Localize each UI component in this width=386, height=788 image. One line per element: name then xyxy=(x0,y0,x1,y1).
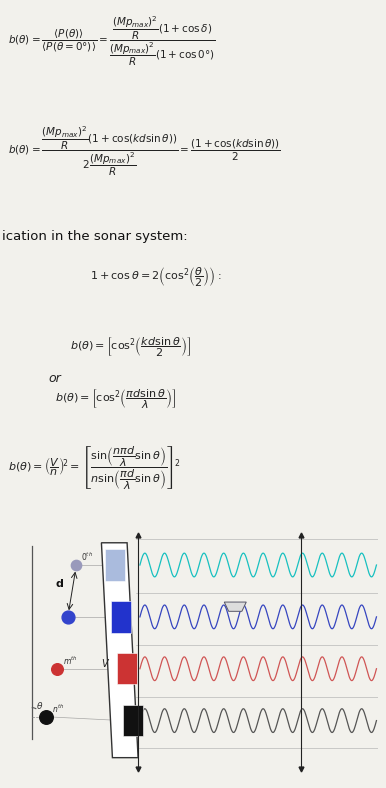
Text: or: or xyxy=(48,372,61,385)
Text: $1 + \cos\theta = 2\left(\cos^2\!\left(\dfrac{\theta}{2}\right)\right):$: $1 + \cos\theta = 2\left(\cos^2\!\left(\… xyxy=(90,265,222,288)
Bar xyxy=(123,704,143,736)
Text: $b(\theta) = \left[\cos^2\!\left(\dfrac{\pi d\sin\theta}{\lambda}\right)\right]$: $b(\theta) = \left[\cos^2\!\left(\dfrac{… xyxy=(55,387,176,411)
Text: $b(\theta) = \dfrac{\langle P(\theta) \rangle}{\langle P(\theta=0°) \rangle}= \d: $b(\theta) = \dfrac{\langle P(\theta) \r… xyxy=(8,15,215,69)
Point xyxy=(43,711,49,723)
Bar xyxy=(105,549,125,581)
Text: d: d xyxy=(56,579,63,589)
Text: $b(\theta) = \left[\cos^2\!\left(\dfrac{kd\sin\theta}{2}\right)\right]$: $b(\theta) = \left[\cos^2\!\left(\dfrac{… xyxy=(70,335,191,359)
Point xyxy=(54,663,61,675)
Text: $b(\theta) = \left(\dfrac{V}{n}\right)^{\!2} = \left[\dfrac{\sin\!\left(\dfrac{n: $b(\theta) = \left(\dfrac{V}{n}\right)^{… xyxy=(8,445,181,492)
Text: ication in the sonar system:: ication in the sonar system: xyxy=(2,230,188,243)
Text: $m^{th}$: $m^{th}$ xyxy=(63,655,78,667)
Point xyxy=(65,611,71,623)
Bar xyxy=(111,601,132,633)
Text: $n^{th}$: $n^{th}$ xyxy=(52,703,64,716)
Text: $V$: $V$ xyxy=(101,657,110,669)
Text: $\theta$: $\theta$ xyxy=(36,701,44,712)
Polygon shape xyxy=(102,543,138,757)
Bar xyxy=(117,653,137,685)
Point xyxy=(73,559,79,571)
Text: $b(\theta) = \dfrac{\dfrac{(Mp_{max})^2}{R}(1+\cos(kd\sin\theta))}{2\dfrac{(Mp_{: $b(\theta) = \dfrac{\dfrac{(Mp_{max})^2}… xyxy=(8,125,281,178)
Polygon shape xyxy=(224,602,246,611)
Text: $0^{th}$: $0^{th}$ xyxy=(81,551,93,563)
